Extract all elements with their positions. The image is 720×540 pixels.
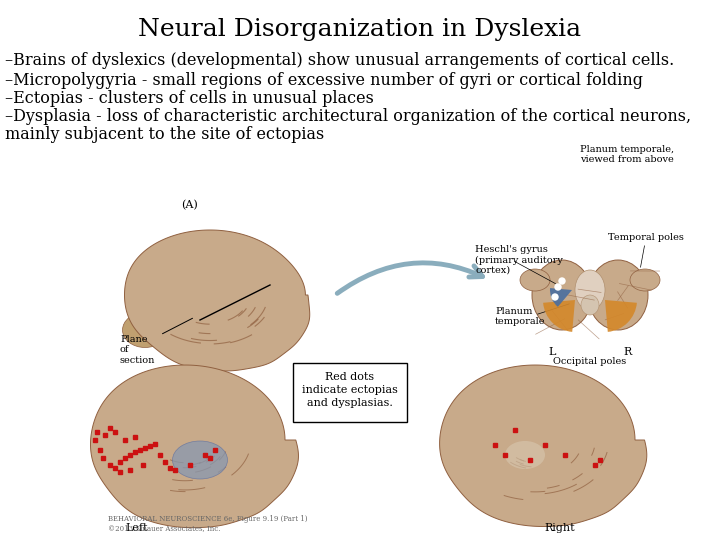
- FancyBboxPatch shape: [293, 363, 407, 422]
- Wedge shape: [605, 300, 637, 332]
- Ellipse shape: [588, 260, 648, 330]
- Polygon shape: [91, 365, 299, 528]
- Text: Planum temporale,
viewed from above: Planum temporale, viewed from above: [580, 145, 674, 164]
- Text: Left: Left: [125, 523, 148, 533]
- Text: Planum
temporale: Planum temporale: [495, 307, 546, 326]
- Ellipse shape: [173, 441, 228, 479]
- Text: –Dysplasia - loss of characteristic architectural organization of the cortical n: –Dysplasia - loss of characteristic arch…: [5, 108, 691, 125]
- Text: Plane
of
section: Plane of section: [120, 335, 156, 365]
- Circle shape: [552, 294, 558, 300]
- Circle shape: [555, 284, 561, 290]
- Ellipse shape: [122, 313, 168, 348]
- Ellipse shape: [575, 270, 605, 310]
- Text: Red dots
indicate ectopias
and dysplasias.: Red dots indicate ectopias and dysplasia…: [302, 372, 398, 408]
- Polygon shape: [125, 230, 310, 371]
- Text: BEHAVIORAL NEUROSCIENCE 6e, Figure 9.19 (Part 1)
©2013 Sinauer Associates, Inc.: BEHAVIORAL NEUROSCIENCE 6e, Figure 9.19 …: [108, 515, 307, 532]
- Text: Heschl's gyrus
(primary auditory
cortex): Heschl's gyrus (primary auditory cortex): [475, 245, 563, 275]
- Ellipse shape: [520, 269, 550, 291]
- Wedge shape: [550, 288, 572, 307]
- Text: –Brains of dyslexics (developmental) show unusual arrangements of cortical cells: –Brains of dyslexics (developmental) sho…: [5, 52, 674, 69]
- Text: Occipital poles: Occipital poles: [554, 357, 626, 366]
- Text: Right: Right: [544, 523, 575, 533]
- Ellipse shape: [630, 269, 660, 291]
- Ellipse shape: [505, 441, 545, 469]
- Ellipse shape: [581, 295, 599, 315]
- Ellipse shape: [532, 260, 592, 330]
- Text: Neural Disorganization in Dyslexia: Neural Disorganization in Dyslexia: [138, 18, 582, 41]
- Text: (A): (A): [181, 200, 199, 210]
- Ellipse shape: [189, 345, 211, 365]
- Text: –Ectopias - clusters of cells in unusual places: –Ectopias - clusters of cells in unusual…: [5, 90, 374, 107]
- Text: –Micropolygyria - small regions of excessive number of gyri or cortical folding: –Micropolygyria - small regions of exces…: [5, 72, 643, 89]
- Text: mainly subjacent to the site of ectopias: mainly subjacent to the site of ectopias: [5, 126, 324, 143]
- Polygon shape: [440, 365, 647, 526]
- Text: Temporal poles: Temporal poles: [608, 233, 684, 242]
- Text: R: R: [624, 347, 632, 357]
- Text: L: L: [549, 347, 556, 357]
- Wedge shape: [543, 300, 575, 332]
- Circle shape: [559, 278, 565, 284]
